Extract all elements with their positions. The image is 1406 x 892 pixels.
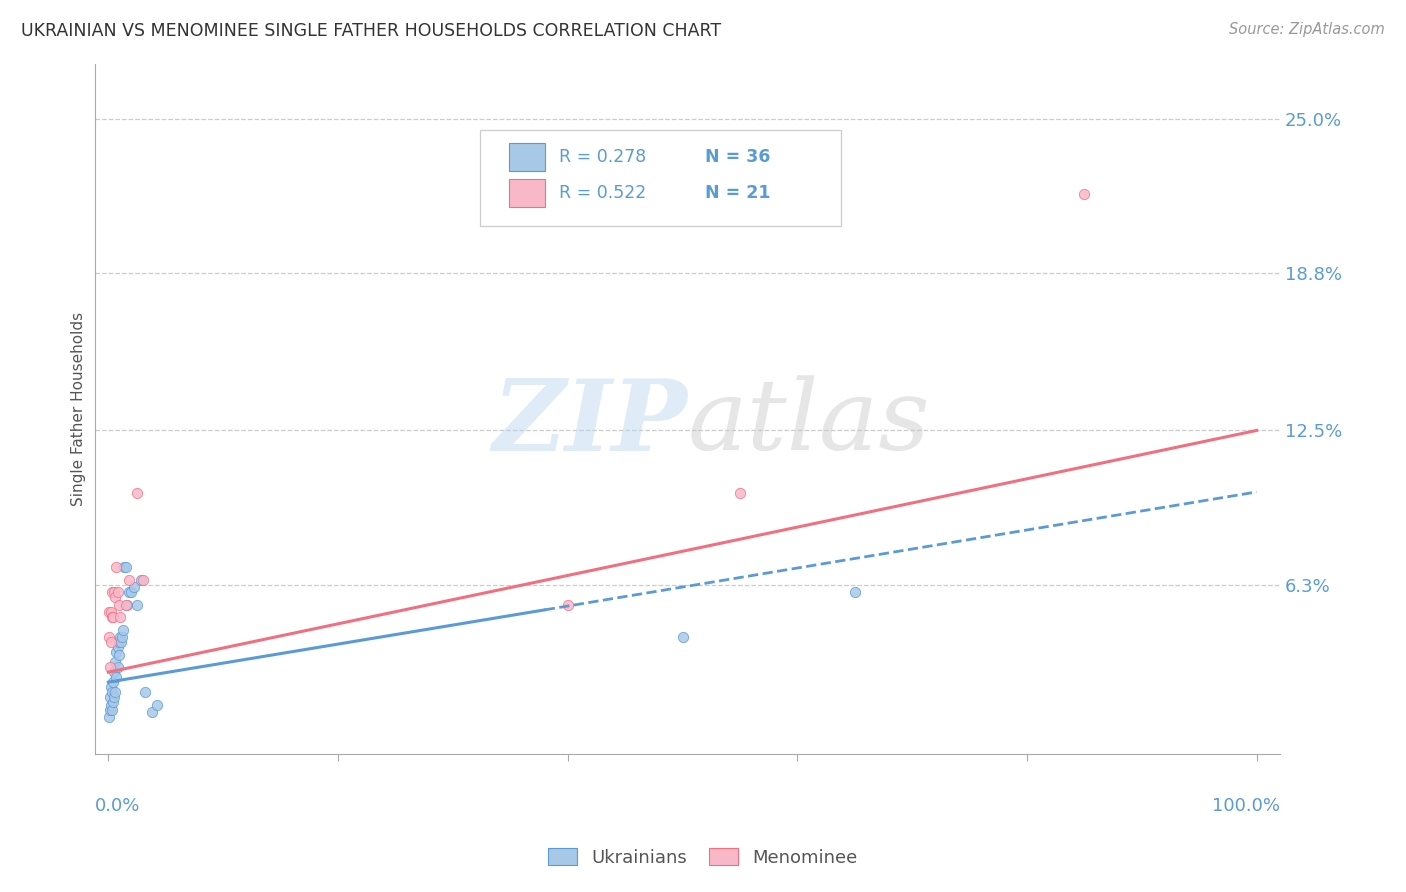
Point bbox=[101, 685, 124, 699]
Point bbox=[98, 702, 121, 716]
Point bbox=[100, 605, 122, 619]
Point bbox=[97, 710, 120, 724]
Point bbox=[100, 680, 122, 694]
Point bbox=[1073, 186, 1095, 201]
Text: N = 36: N = 36 bbox=[704, 148, 770, 166]
Text: R = 0.278: R = 0.278 bbox=[560, 148, 647, 166]
Point bbox=[103, 585, 125, 599]
Point bbox=[104, 591, 127, 605]
Point bbox=[101, 610, 124, 624]
Point bbox=[132, 573, 155, 587]
FancyBboxPatch shape bbox=[509, 144, 546, 171]
Point bbox=[115, 598, 138, 612]
Point bbox=[101, 610, 124, 624]
Text: N = 21: N = 21 bbox=[704, 184, 770, 202]
Point bbox=[105, 560, 128, 574]
Point bbox=[145, 698, 167, 712]
Point bbox=[118, 585, 141, 599]
Point bbox=[112, 623, 135, 637]
Point bbox=[107, 585, 129, 599]
Point bbox=[108, 610, 131, 624]
Text: R = 0.522: R = 0.522 bbox=[560, 184, 647, 202]
Point bbox=[671, 630, 693, 644]
Point bbox=[114, 598, 136, 612]
Text: ZIP: ZIP bbox=[492, 375, 688, 471]
Point bbox=[111, 630, 134, 644]
Point bbox=[100, 635, 122, 649]
Point bbox=[141, 705, 163, 719]
Point bbox=[97, 630, 120, 644]
Point bbox=[110, 635, 132, 649]
Point bbox=[101, 585, 124, 599]
Point bbox=[105, 670, 128, 684]
Point bbox=[114, 560, 136, 574]
Point bbox=[120, 585, 142, 599]
Point bbox=[107, 598, 129, 612]
Point bbox=[104, 685, 127, 699]
Point bbox=[101, 695, 124, 709]
Point bbox=[107, 635, 129, 649]
Point bbox=[103, 690, 125, 704]
Text: 0.0%: 0.0% bbox=[94, 797, 141, 814]
Point bbox=[134, 685, 156, 699]
Legend: Ukrainians, Menominee: Ukrainians, Menominee bbox=[541, 841, 865, 874]
Text: atlas: atlas bbox=[688, 376, 929, 471]
FancyBboxPatch shape bbox=[479, 129, 841, 227]
Text: 100.0%: 100.0% bbox=[1212, 797, 1279, 814]
Point bbox=[98, 690, 121, 704]
Y-axis label: Single Father Households: Single Father Households bbox=[72, 312, 86, 507]
Point bbox=[108, 630, 131, 644]
Point bbox=[107, 660, 129, 674]
Point bbox=[101, 702, 124, 716]
Point bbox=[100, 698, 122, 712]
Point bbox=[557, 598, 579, 612]
FancyBboxPatch shape bbox=[509, 179, 546, 207]
Point bbox=[98, 660, 121, 674]
Point bbox=[728, 485, 751, 500]
Point bbox=[125, 598, 148, 612]
Point bbox=[112, 560, 135, 574]
Point bbox=[107, 640, 129, 655]
Text: UKRAINIAN VS MENOMINEE SINGLE FATHER HOUSEHOLDS CORRELATION CHART: UKRAINIAN VS MENOMINEE SINGLE FATHER HOU… bbox=[21, 22, 721, 40]
Point bbox=[103, 665, 125, 680]
Point bbox=[129, 573, 152, 587]
Point bbox=[105, 645, 128, 659]
Point bbox=[104, 655, 127, 669]
Point bbox=[101, 675, 124, 690]
Point bbox=[118, 573, 141, 587]
Point bbox=[125, 485, 148, 500]
Text: Source: ZipAtlas.com: Source: ZipAtlas.com bbox=[1229, 22, 1385, 37]
Point bbox=[97, 605, 120, 619]
Point bbox=[844, 585, 866, 599]
Point bbox=[107, 648, 129, 662]
Point bbox=[122, 581, 145, 595]
